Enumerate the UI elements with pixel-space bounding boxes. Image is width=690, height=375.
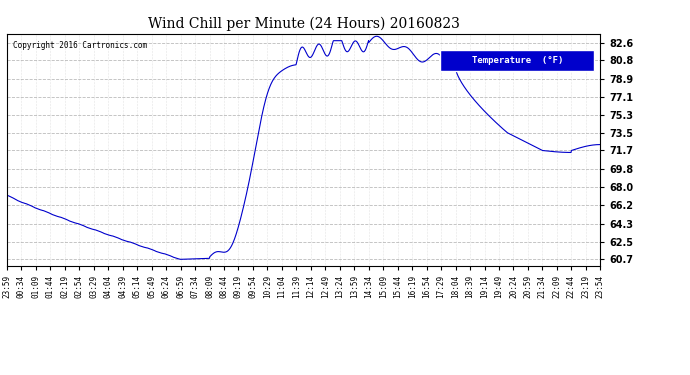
FancyBboxPatch shape bbox=[440, 50, 594, 71]
Text: Temperature  (°F): Temperature (°F) bbox=[471, 56, 563, 65]
Title: Wind Chill per Minute (24 Hours) 20160823: Wind Chill per Minute (24 Hours) 2016082… bbox=[148, 17, 460, 31]
Text: Copyright 2016 Cartronics.com: Copyright 2016 Cartronics.com bbox=[13, 41, 147, 50]
